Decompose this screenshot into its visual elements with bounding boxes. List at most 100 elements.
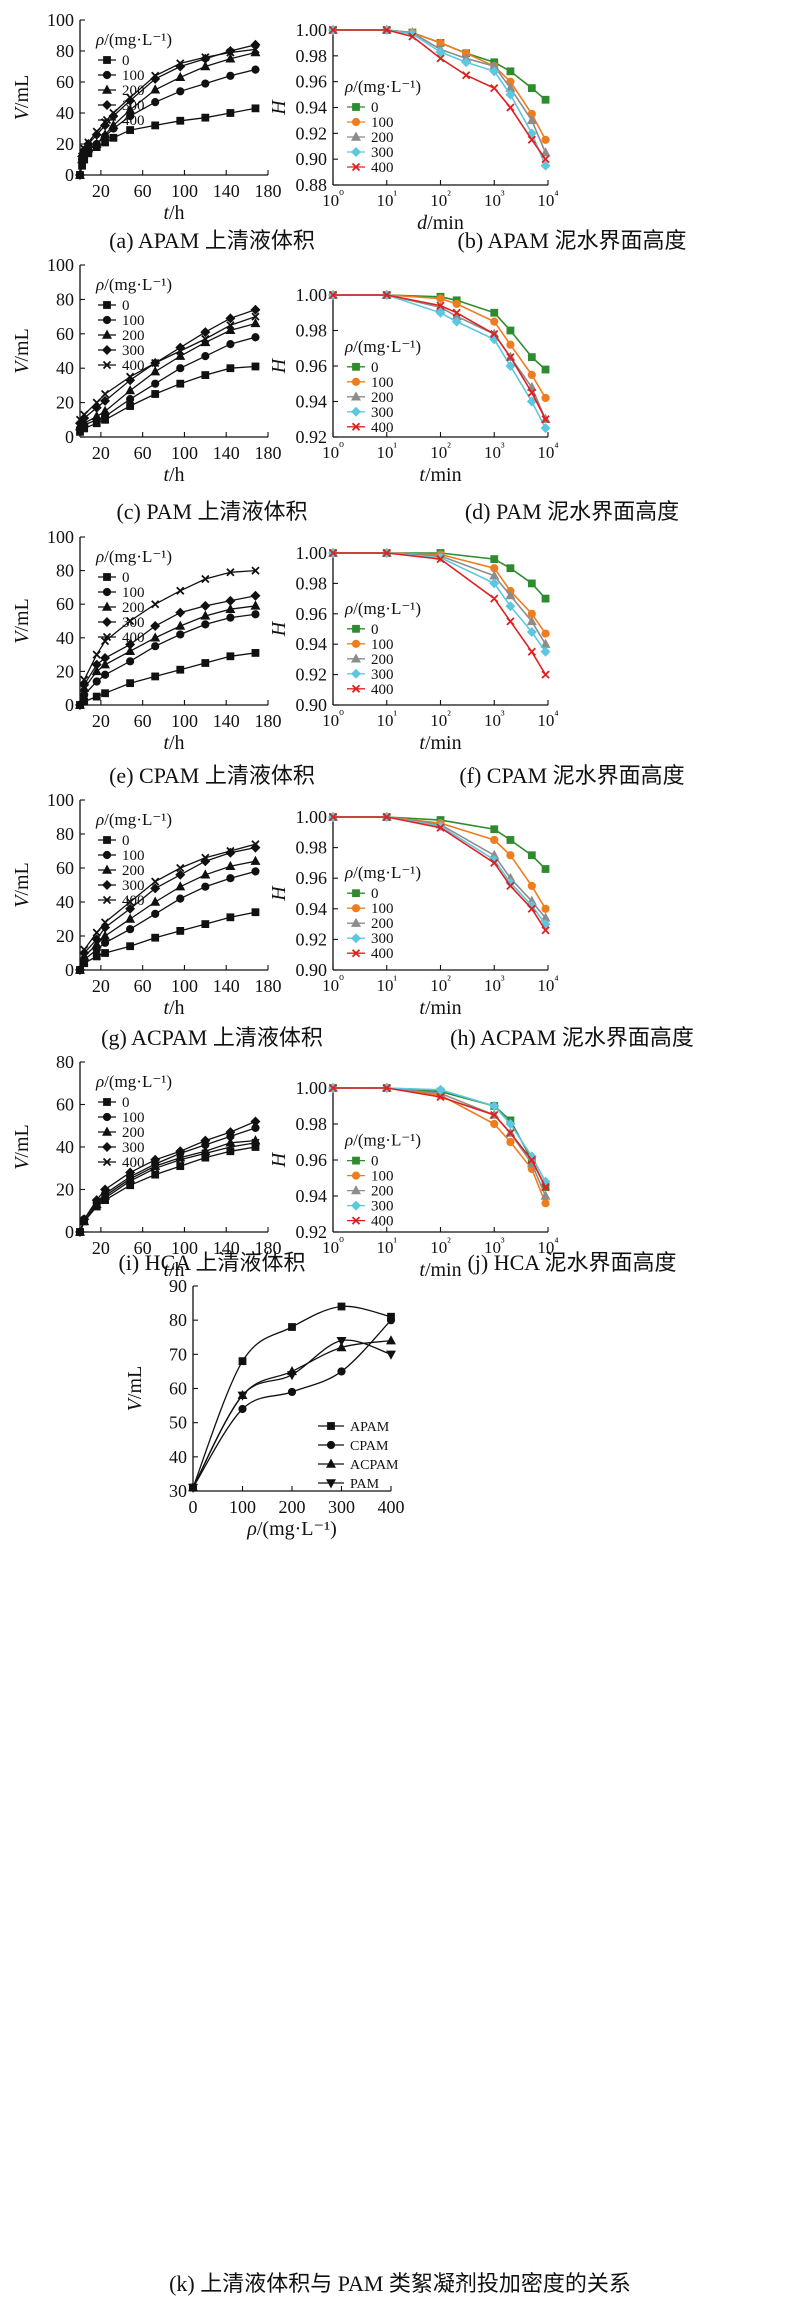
data-point-200 xyxy=(250,600,261,610)
x-tick-label: 10⁴ xyxy=(537,708,558,730)
x-tick-label: 10⁴ xyxy=(537,188,558,210)
data-point-400 xyxy=(75,700,85,710)
y-tick-label: 0 xyxy=(65,427,74,447)
series-line-300 xyxy=(79,846,256,971)
x-tick-base: 10 xyxy=(430,711,447,730)
legend-label: 0 xyxy=(371,360,379,376)
data-point-200 xyxy=(150,366,161,376)
legend-title-symbol: ρ xyxy=(95,547,104,566)
legend-label: 300 xyxy=(371,1199,394,1215)
data-point-400 xyxy=(125,616,135,626)
y-axis-label-symbol: H xyxy=(268,1151,290,1168)
data-point-400 xyxy=(80,945,89,954)
legend-label: 300 xyxy=(122,1140,145,1156)
x-tick-base: 10 xyxy=(322,976,339,995)
data-point-100 xyxy=(226,71,235,80)
y-tick-label: 60 xyxy=(56,1095,74,1115)
x-tick-label: 180 xyxy=(255,443,282,463)
data-point-200 xyxy=(175,881,186,891)
data-point-400 xyxy=(75,170,85,180)
data-point-400 xyxy=(541,155,550,164)
legend-marker xyxy=(351,1171,361,1180)
data-point-300 xyxy=(540,160,551,171)
data-point-100 xyxy=(201,79,210,88)
legend-marker xyxy=(103,301,111,309)
data-point-300 xyxy=(505,89,516,100)
data-point-0 xyxy=(226,913,235,922)
data-point-400 xyxy=(92,398,101,407)
legend-marker xyxy=(102,100,112,110)
data-point-300 xyxy=(526,627,537,638)
x-tick-label: 10⁰ xyxy=(322,708,344,730)
data-point-400 xyxy=(75,1227,85,1237)
legend-title: ρ/(mg·L⁻¹) xyxy=(95,810,172,829)
data-point-0 xyxy=(490,555,499,563)
legend-label: ACPAM xyxy=(350,1458,399,1473)
y-tick-label: 0.98 xyxy=(296,1114,328,1134)
x-tick-exponent: ³ xyxy=(501,708,505,722)
legend-title-symbol: ρ xyxy=(95,30,104,49)
data-point-100 xyxy=(490,1119,499,1129)
data-point-400 xyxy=(226,48,235,57)
data-point-300 xyxy=(489,66,500,77)
data-point-0 xyxy=(176,665,185,674)
legend-marker xyxy=(102,632,112,642)
legend-label: 300 xyxy=(371,667,394,683)
x-tick-label: 20 xyxy=(92,443,110,463)
series-line-100 xyxy=(333,294,547,399)
x-axis-label-symbol: d xyxy=(417,212,428,234)
y-tick-label: 0.94 xyxy=(296,98,328,118)
x-tick-label: 10² xyxy=(430,973,451,995)
data-point-400 xyxy=(436,1092,445,1102)
data-point-100 xyxy=(151,98,160,107)
data-point-100 xyxy=(100,938,110,947)
figure-caption: (g) ACPAM 上清液体积 xyxy=(101,1025,323,1050)
data-point-400 xyxy=(408,32,417,41)
legend-label: 200 xyxy=(122,1125,145,1141)
data-point-200 xyxy=(125,104,136,114)
series-line-400 xyxy=(333,294,547,420)
x-axis-label-symbol: t xyxy=(419,732,425,754)
data-point-100 xyxy=(541,904,550,913)
data-point-400 xyxy=(452,308,461,317)
data-point-0 xyxy=(101,689,109,698)
y-axis-label: V/mL xyxy=(11,75,33,121)
y-axis-label-symbol: H xyxy=(268,620,290,637)
legend-label: 300 xyxy=(371,931,394,947)
legend-marker xyxy=(102,895,112,905)
legend-label: 100 xyxy=(371,1169,394,1185)
y-tick-label: 40 xyxy=(56,1137,74,1157)
data-point-300 xyxy=(100,1184,111,1195)
data-point-APAM xyxy=(238,1357,247,1366)
x-tick-base: 10 xyxy=(537,443,554,462)
y-tick-label: 40 xyxy=(56,103,74,123)
legend-title: ρ/(mg·L⁻¹) xyxy=(95,275,172,294)
legend-marker xyxy=(103,1098,111,1106)
data-point-400 xyxy=(84,138,93,147)
data-point-300 xyxy=(250,1116,261,1127)
data-point-100 xyxy=(126,657,135,666)
x-tick-exponent: ¹ xyxy=(393,708,397,722)
x-axis-label: t/h xyxy=(163,1259,184,1281)
x-tick-base: 10 xyxy=(430,976,447,995)
legend-marker xyxy=(351,684,361,693)
data-point-400 xyxy=(541,926,550,935)
data-point-200 xyxy=(100,930,111,940)
data-point-300 xyxy=(250,590,261,601)
data-point-0 xyxy=(92,952,101,961)
legend-marker xyxy=(326,1440,336,1450)
legend-marker xyxy=(351,131,361,141)
data-point-100 xyxy=(541,135,550,144)
x-axis-label-symbol: t xyxy=(419,997,425,1019)
y-axis-label-symbol: V xyxy=(11,359,33,374)
y-tick-label: 0.96 xyxy=(296,604,328,624)
legend-label: 400 xyxy=(122,1155,145,1171)
data-point-200 xyxy=(150,84,161,94)
x-tick-base: 10 xyxy=(537,191,554,210)
data-point-400 xyxy=(226,321,235,330)
legend-marker xyxy=(102,617,112,627)
x-tick-label: 10⁰ xyxy=(322,440,344,462)
data-point-400 xyxy=(506,352,515,362)
x-axis-label-unit: /min xyxy=(425,732,462,754)
y-tick-label: 0.88 xyxy=(296,175,328,195)
